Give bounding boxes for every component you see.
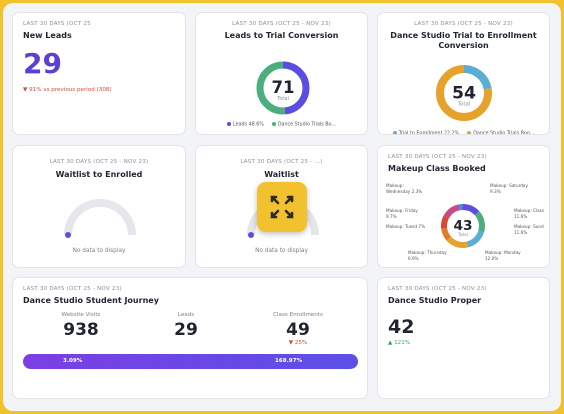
gauge-dot [65,232,71,238]
segment-label: Makeup: Tuesd 7% [386,224,426,229]
subtitle: LAST 30 DAYS (OCT 25 - NOV 23) [232,21,331,27]
stage: Website Visits 938 [31,312,131,340]
center-value: 43 [453,218,472,234]
donut-segment [436,65,492,121]
change: ▼ 91% vs previous period (308) [23,87,112,93]
stage-value: 938 [63,320,99,340]
card: LAST 30 DAYS (OCT 25 - NOV 23) Dance Stu… [377,12,550,135]
card: LAST 30 DAYS (OCT 25 - NOV 23) Waitlist … [12,145,186,268]
segment-label: Makeup: Class 11.6% [514,208,545,219]
card: LAST 30 DAYS (OCT 25 - NOV 23) Dance Stu… [12,277,368,399]
center-value: 71 [271,78,294,97]
stage-value: 29 [174,320,198,340]
stage-change: ▼ 25% [288,340,308,346]
change: ▲ 121% [388,340,411,346]
gauge-track [64,199,136,236]
donut-segment [441,204,485,248]
segment-label: Makeup: Thursday 6.9% [408,250,447,261]
donut-segment [256,61,310,115]
title: Waitlist to Enrolled [55,170,143,179]
metric: 42 [388,316,415,338]
stage: Leads 29 [136,312,236,340]
legend-swatch [467,131,472,134]
stage: Class Enrollments 49 ▼ 25% [248,312,348,346]
stage-label: Leads [177,312,195,318]
segment-label: Makeup: Monday 12.0% [485,250,521,261]
rate: 168.97% [275,358,303,364]
card: LAST 30 DAYS (OCT 25 - NOV 23) Dance Stu… [377,277,550,399]
legend-item: Leads 48.6% [227,122,264,128]
stage-label: Class Enrollments [273,312,323,318]
subtitle: LAST 30 DAYS (OCT 25 - NOV 23) [414,21,513,27]
segment-label: Makeup: Wednesday 2.3% [386,183,423,194]
subtitle: LAST 30 DAYS (OCT 25 - NOV 23) [23,286,122,292]
legend-item: Dance Studio Trials Boo... [467,131,535,135]
legend-swatch [392,131,397,134]
card: LAST 30 DAYS (OCT 25 New Leads 29 ▼ 91% … [12,12,186,135]
stage-label: Website Visits [61,312,101,318]
stage-value: 49 [286,320,310,340]
legend-label: Dance Studio Trials Boo... [473,131,535,135]
subtitle: LAST 30 DAYS (OCT 25 - NOV 23) [49,159,149,165]
donut-segment [441,204,485,248]
card: LAST 30 DAYS (OCT 25 - NOV 23) Leads to … [195,12,368,135]
expand-button[interactable] [257,182,307,232]
legend: Leads 48.6% Dance Studio Trials Bo... [196,122,367,128]
legend: Trial to Enrollment 22.2% Dance Studio Tr… [378,131,549,135]
title: Waitlist [264,170,299,179]
legend-swatch [271,122,276,126]
donut-segment [441,204,485,248]
subtitle: LAST 30 DAYS (OCT 25 - NOV 23) [388,154,487,160]
legend-item: Dance Studio Trials Bo... [271,122,336,128]
rate: 3.09% [63,358,83,364]
metric: 29 [23,47,62,80]
center-label: Total [457,232,468,237]
gauge-dot [248,232,254,238]
title: New Leads [23,31,72,40]
funnel-bar: 3.09% 168.97% [23,354,358,369]
legend-swatch [227,122,232,126]
legend-label: Leads 48.6% [233,122,264,128]
title: Dance Studio Student Journey [23,296,159,305]
title: Makeup Class Booked [388,164,486,173]
title: Dance Studio Trial to Enrollment Convers… [390,31,537,50]
title: Leads to Trial Conversion [224,31,339,40]
legend-label: Dance Studio Trials Bo... [277,122,336,128]
center-label: Total [276,96,289,102]
title: Dance Studio Proper [388,296,482,305]
subtitle: LAST 30 DAYS (OCT 25 - ...) [240,159,323,165]
segment-label: Makeup: Friday 9.7% [386,208,418,219]
message: No data to display [255,248,308,254]
gauge [64,199,136,238]
segment-label: Makeup: Saturday 9.3% [490,183,528,194]
message: No data to display [72,248,126,254]
expand-icon [270,195,294,219]
card: LAST 30 DAYS (OCT 25 - ...) Waitlist No … [195,145,368,268]
card: LAST 30 DAYS (OCT 25 - NOV 23) Makeup Cl… [377,145,550,268]
legend-label: Trial to Enrollment 22.2% [398,131,460,135]
segment-label: Makeup: Sund 11.6% [514,224,544,235]
subtitle: LAST 30 DAYS (OCT 25 [23,21,91,27]
center-value: 54 [452,83,476,103]
legend-item: Trial to Enrollment 22.2% [392,131,460,135]
subtitle: LAST 30 DAYS (OCT 25 - NOV 23) [388,286,487,292]
center-label: Total [457,101,470,107]
donut-segment [441,204,485,248]
